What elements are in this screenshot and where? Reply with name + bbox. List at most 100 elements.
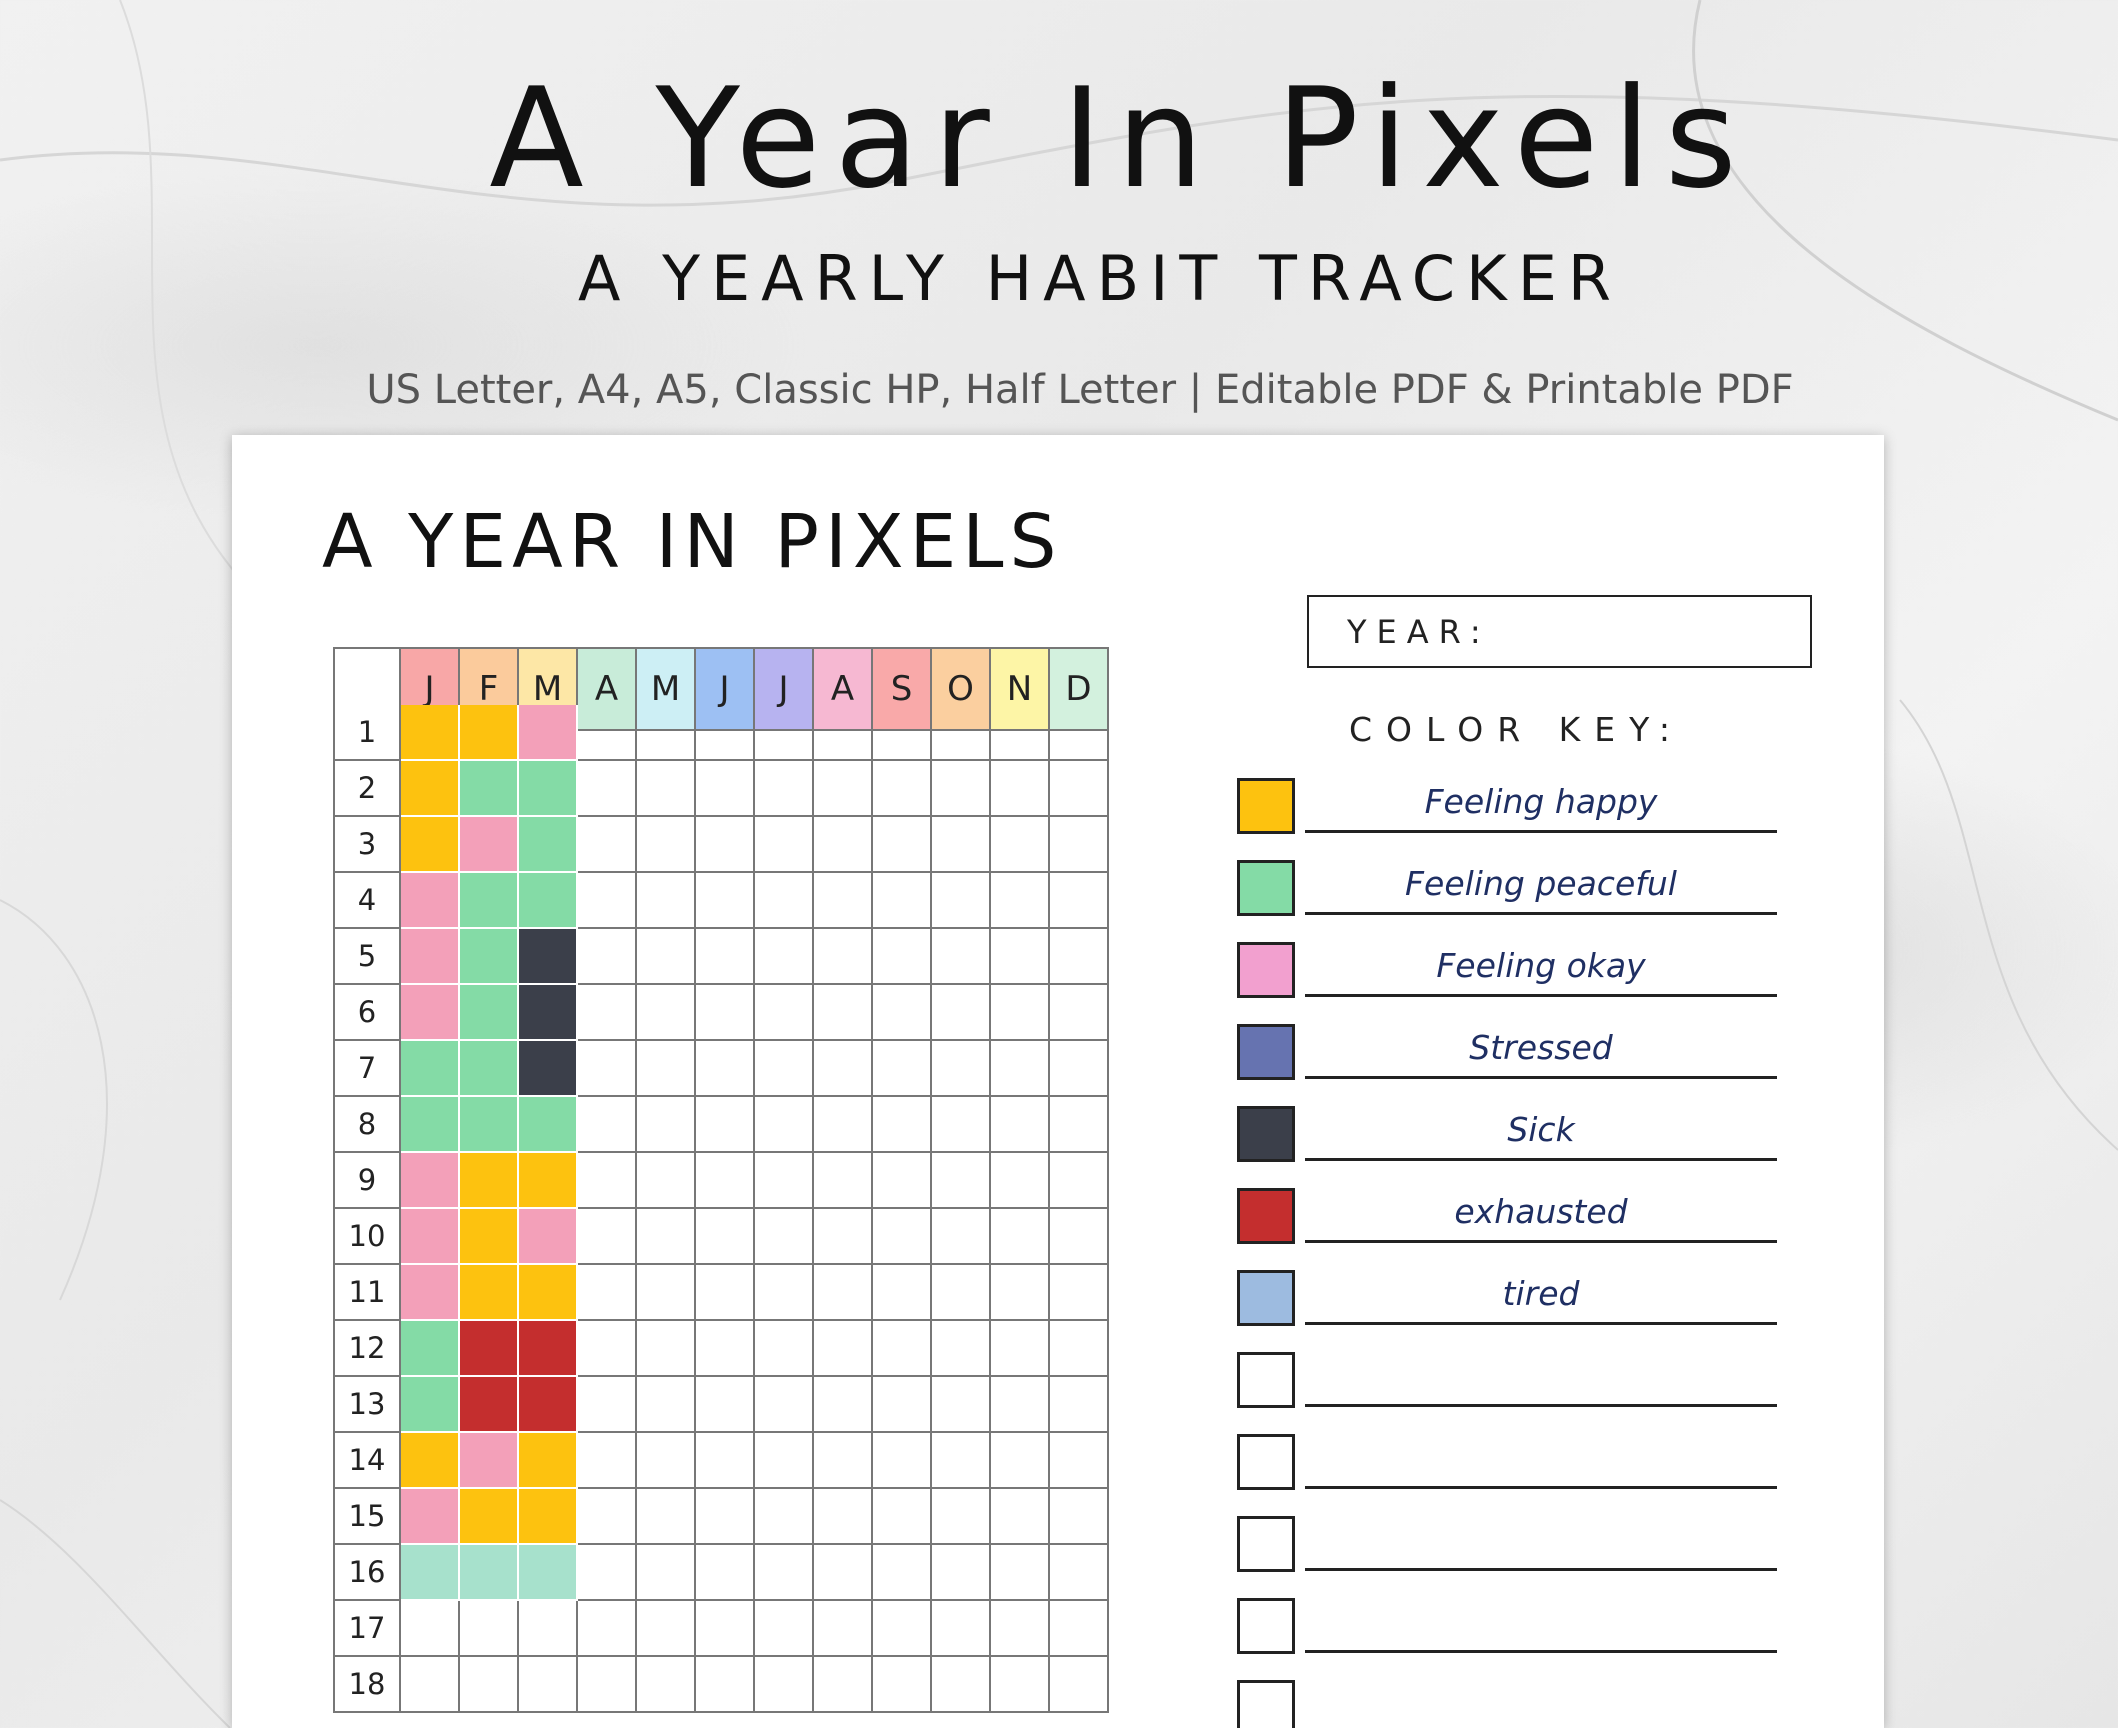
pixel-cell[interactable]: [1050, 1153, 1109, 1209]
pixel-cell[interactable]: [991, 1153, 1050, 1209]
pixel-cell[interactable]: [932, 1041, 991, 1097]
pixel-cell[interactable]: [873, 1041, 932, 1097]
pixel-cell[interactable]: [637, 985, 696, 1041]
pixel-cell[interactable]: [814, 817, 873, 873]
pixel-cell[interactable]: [460, 1545, 519, 1601]
pixel-cell[interactable]: [401, 761, 460, 817]
pixel-cell[interactable]: [637, 1041, 696, 1097]
pixel-cell[interactable]: [519, 705, 578, 761]
pixel-cell[interactable]: [873, 1377, 932, 1433]
pixel-cell[interactable]: [401, 1601, 460, 1657]
pixel-cell[interactable]: [755, 1545, 814, 1601]
pixel-cell[interactable]: [814, 1097, 873, 1153]
pixel-cell[interactable]: [755, 1433, 814, 1489]
pixel-cell[interactable]: [696, 1601, 755, 1657]
pixel-cell[interactable]: [401, 1657, 460, 1713]
pixel-cell[interactable]: [932, 929, 991, 985]
pixel-cell[interactable]: [1050, 1377, 1109, 1433]
pixel-cell[interactable]: [991, 1433, 1050, 1489]
pixel-cell[interactable]: [755, 1601, 814, 1657]
pixel-cell[interactable]: [991, 817, 1050, 873]
pixel-cell[interactable]: [755, 1489, 814, 1545]
pixel-cell[interactable]: [637, 929, 696, 985]
pixel-cell[interactable]: [932, 1321, 991, 1377]
pixel-cell[interactable]: [932, 1209, 991, 1265]
color-swatch[interactable]: [1237, 1270, 1295, 1326]
pixel-cell[interactable]: [460, 1657, 519, 1713]
pixel-cell[interactable]: [755, 929, 814, 985]
pixel-cell[interactable]: [637, 1433, 696, 1489]
pixel-cell[interactable]: [696, 1377, 755, 1433]
pixel-cell[interactable]: [460, 1601, 519, 1657]
pixel-cell[interactable]: [460, 1041, 519, 1097]
pixel-cell[interactable]: [578, 929, 637, 985]
pixel-cell[interactable]: [1050, 761, 1109, 817]
pixel-cell[interactable]: [519, 873, 578, 929]
pixel-cell[interactable]: [696, 761, 755, 817]
pixel-cell[interactable]: [814, 705, 873, 761]
pixel-cell[interactable]: [519, 1097, 578, 1153]
pixel-cell[interactable]: [578, 1321, 637, 1377]
pixel-cell[interactable]: [755, 1097, 814, 1153]
pixel-cell[interactable]: [755, 817, 814, 873]
pixel-cell[interactable]: [637, 873, 696, 929]
pixel-cell[interactable]: [873, 1209, 932, 1265]
pixel-cell[interactable]: [637, 761, 696, 817]
pixel-cell[interactable]: [460, 1433, 519, 1489]
pixel-cell[interactable]: [873, 1489, 932, 1545]
pixel-cell[interactable]: [578, 1489, 637, 1545]
color-swatch[interactable]: [1237, 778, 1295, 834]
pixel-cell[interactable]: [814, 1545, 873, 1601]
color-swatch[interactable]: [1237, 1188, 1295, 1244]
pixel-cell[interactable]: [991, 873, 1050, 929]
pixel-cell[interactable]: [932, 1097, 991, 1153]
pixel-cell[interactable]: [991, 1601, 1050, 1657]
pixel-cell[interactable]: [932, 1657, 991, 1713]
pixel-cell[interactable]: [460, 705, 519, 761]
pixel-cell[interactable]: [932, 1601, 991, 1657]
pixel-cell[interactable]: [814, 1601, 873, 1657]
pixel-cell[interactable]: [401, 1489, 460, 1545]
pixel-cell[interactable]: [696, 1545, 755, 1601]
pixel-cell[interactable]: [932, 1433, 991, 1489]
pixel-cell[interactable]: [1050, 1657, 1109, 1713]
pixel-cell[interactable]: [814, 761, 873, 817]
pixel-cell[interactable]: [814, 873, 873, 929]
pixel-cell[interactable]: [814, 1377, 873, 1433]
pixel-cell[interactable]: [991, 1377, 1050, 1433]
pixel-cell[interactable]: [991, 985, 1050, 1041]
pixel-cell[interactable]: [991, 1097, 1050, 1153]
pixel-cell[interactable]: [873, 1657, 932, 1713]
pixel-cell[interactable]: [578, 1209, 637, 1265]
pixel-cell[interactable]: [637, 1601, 696, 1657]
pixel-cell[interactable]: [814, 1153, 873, 1209]
pixel-cell[interactable]: [1050, 817, 1109, 873]
pixel-cell[interactable]: [873, 1601, 932, 1657]
pixel-cell[interactable]: [637, 1657, 696, 1713]
pixel-cell[interactable]: [637, 1489, 696, 1545]
pixel-cell[interactable]: [460, 1209, 519, 1265]
pixel-cell[interactable]: [991, 1321, 1050, 1377]
pixel-cell[interactable]: [578, 1153, 637, 1209]
pixel-cell[interactable]: [460, 761, 519, 817]
pixel-cell[interactable]: [460, 1153, 519, 1209]
pixel-cell[interactable]: [460, 817, 519, 873]
pixel-cell[interactable]: [519, 929, 578, 985]
pixel-cell[interactable]: [814, 1041, 873, 1097]
pixel-cell[interactable]: [578, 705, 637, 761]
pixel-cell[interactable]: [755, 1657, 814, 1713]
pixel-cell[interactable]: [991, 929, 1050, 985]
pixel-cell[interactable]: [519, 985, 578, 1041]
pixel-cell[interactable]: [696, 1097, 755, 1153]
pixel-cell[interactable]: [401, 873, 460, 929]
year-field[interactable]: YEAR:: [1307, 595, 1812, 668]
pixel-cell[interactable]: [873, 873, 932, 929]
pixel-cell[interactable]: [460, 1097, 519, 1153]
pixel-cell[interactable]: [696, 929, 755, 985]
pixel-cell[interactable]: [637, 1097, 696, 1153]
color-swatch[interactable]: [1237, 860, 1295, 916]
pixel-cell[interactable]: [637, 1377, 696, 1433]
pixel-cell[interactable]: [1050, 1489, 1109, 1545]
pixel-cell[interactable]: [755, 705, 814, 761]
color-key-label[interactable]: tired: [1502, 1274, 1580, 1313]
